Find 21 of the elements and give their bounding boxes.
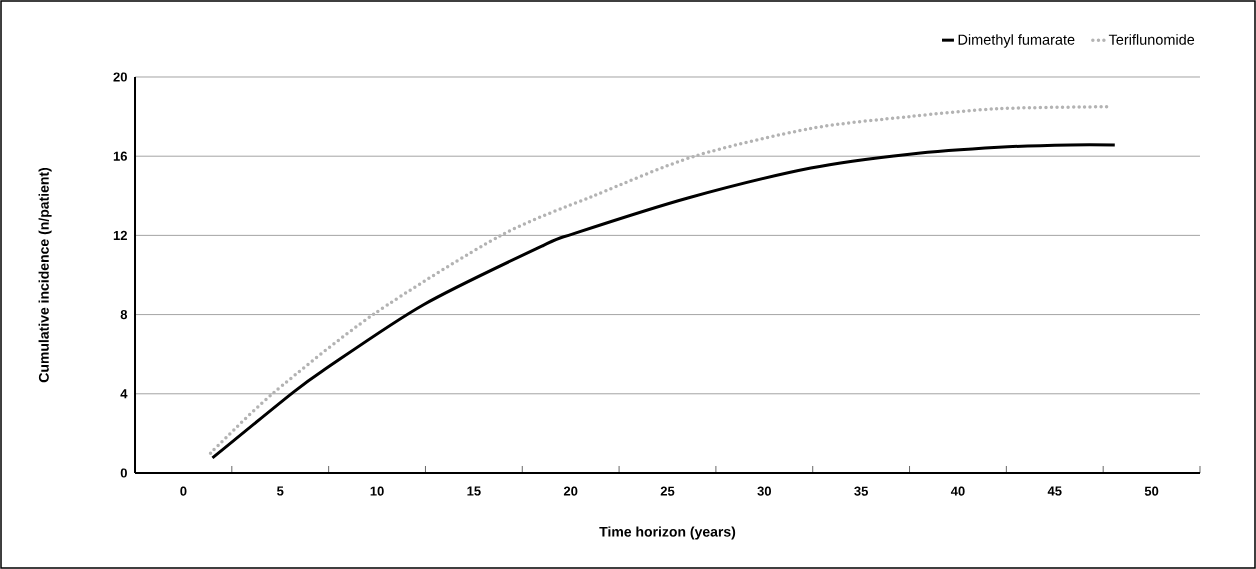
- x-tick-label: 40: [950, 486, 965, 496]
- x-tick-label: 50: [1144, 486, 1159, 496]
- x-axis-title: Time horizon (years): [599, 526, 736, 540]
- y-tick-label: 0: [120, 468, 127, 478]
- x-tick-label: 35: [854, 486, 868, 496]
- y-tick-label: 8: [120, 309, 128, 320]
- x-tick-label: 5: [277, 486, 284, 496]
- y-axis-title: Cumulative incidence (n/patient): [38, 167, 52, 383]
- x-tick-label: 20: [563, 486, 578, 496]
- legend-label: Teriflunomide: [1108, 34, 1195, 45]
- y-tick-label: 4: [120, 389, 128, 399]
- y-tick-label: 16: [113, 151, 127, 161]
- legend-label: Dimethyl fumarate: [958, 34, 1075, 48]
- x-tick-label: 25: [660, 486, 675, 496]
- x-tick-label: 10: [370, 486, 384, 496]
- x-tick-label: 0: [180, 486, 187, 496]
- y-tick-label: 12: [113, 230, 127, 240]
- x-tick-label: 15: [467, 486, 481, 496]
- y-tick-label: 20: [113, 72, 127, 82]
- x-tick-label: 30: [757, 486, 772, 496]
- x-tick-label: 45: [1047, 486, 1062, 496]
